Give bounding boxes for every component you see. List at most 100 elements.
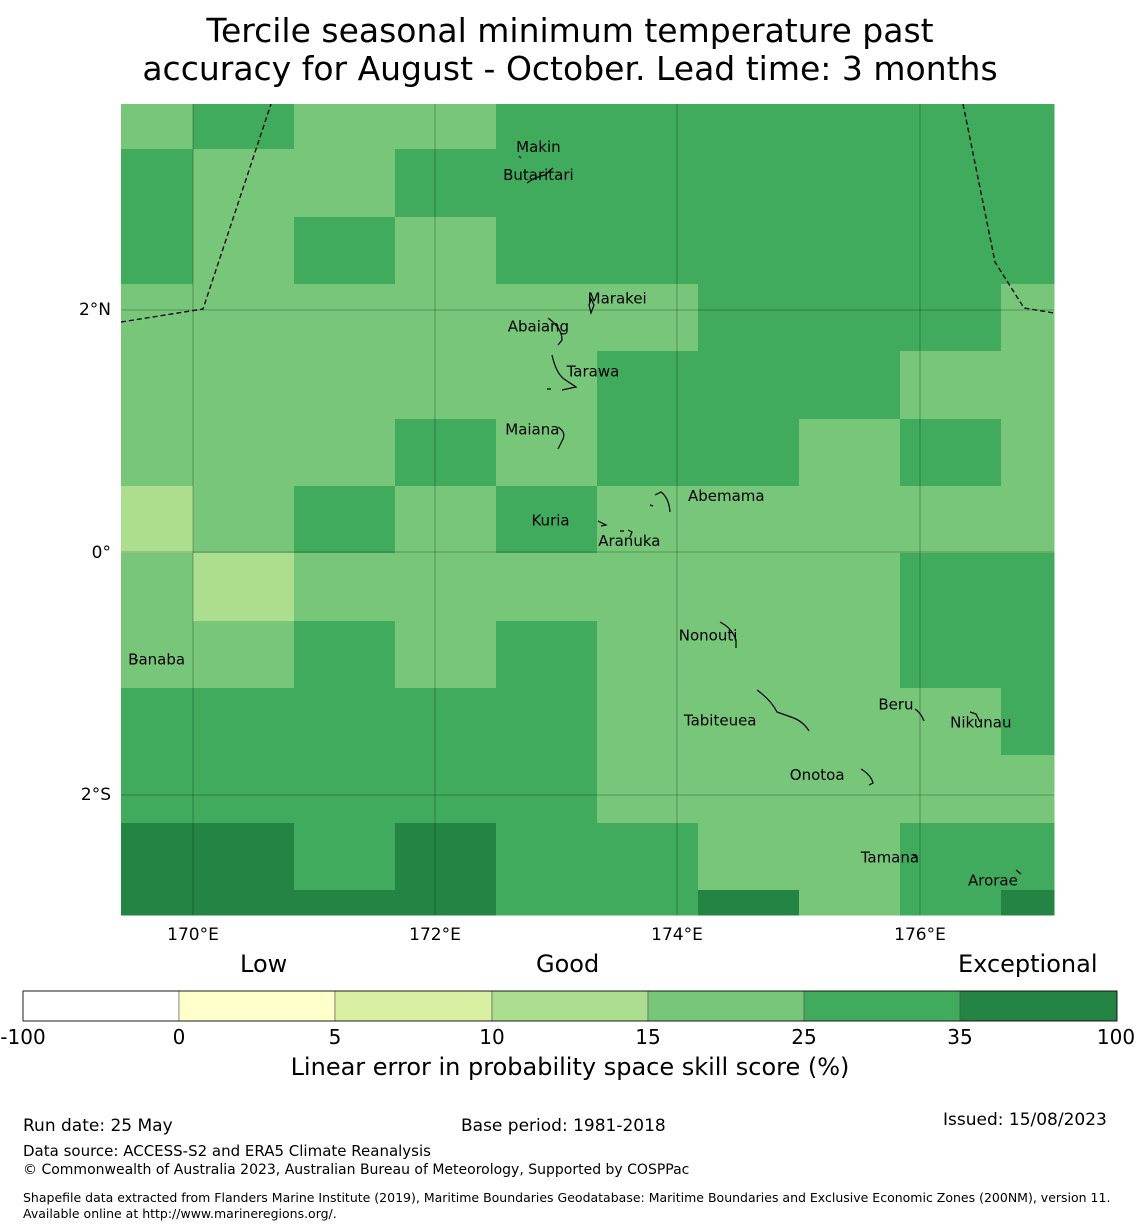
skill-cell: [597, 890, 699, 916]
skill-cell: [799, 890, 901, 916]
place-label: Butaritari: [503, 166, 574, 184]
skill-cell: [395, 284, 497, 352]
skill-cell: [698, 688, 800, 756]
skill-cell: [496, 755, 598, 824]
skill-cell: [1001, 553, 1055, 622]
place-label: Maiana: [505, 420, 559, 438]
colorbar-frame: [22, 990, 1118, 1022]
skill-cell: [698, 890, 800, 916]
skill-cell: [698, 217, 800, 285]
skill-cell: [193, 553, 295, 622]
colorbar-label-good: Good: [536, 950, 600, 978]
skill-cell: [121, 755, 194, 824]
skill-cell: [395, 553, 497, 622]
skill-cell: [799, 688, 901, 756]
island-beru: [914, 708, 925, 722]
skill-cell: [193, 149, 295, 218]
lon-tick-label: 176°E: [894, 925, 946, 945]
skill-cell: [193, 823, 295, 891]
map-title-line2: accuracy for August - October. Lead time…: [142, 49, 998, 88]
skill-cell: [395, 486, 497, 554]
skill-cell: [900, 621, 1002, 689]
island-abemama: [649, 491, 671, 513]
lon-tick-label: 170°E: [167, 925, 219, 945]
skill-cell: [698, 486, 800, 554]
island-nonouti: [719, 621, 737, 648]
skill-cell: [294, 217, 396, 285]
skill-cell: [121, 621, 194, 689]
skill-cell: [799, 553, 901, 622]
place-label: Makin: [516, 138, 561, 156]
colorbar-tick: 25: [791, 1025, 817, 1049]
skill-cell: [698, 284, 800, 352]
skill-cell: [900, 217, 1002, 285]
skill-cell: [698, 149, 800, 218]
data-source: Data source: ACCESS-S2 and ERA5 Climate …: [23, 1142, 431, 1160]
skill-cell: [395, 621, 497, 689]
skill-cell: [900, 553, 1002, 622]
skill-cell: [121, 890, 194, 916]
island-kuria: [597, 520, 633, 538]
lat-tick-label: 2°S: [81, 785, 111, 805]
skill-cell: [496, 486, 598, 554]
skill-cell: [799, 486, 901, 554]
island-butaritari: [526, 167, 554, 184]
skill-cell: [799, 755, 901, 824]
skill-cell: [395, 217, 497, 285]
place-label: Aranuka: [598, 532, 660, 550]
lon-tick-label: 172°E: [409, 925, 461, 945]
place-label: Beru: [878, 696, 913, 714]
skill-cell: [193, 284, 295, 352]
skill-cell: [597, 351, 699, 420]
skill-cell: [294, 688, 396, 756]
skill-cell: [597, 149, 699, 218]
skill-cell: [799, 104, 901, 150]
skill-cell: [496, 217, 598, 285]
skill-cell: [900, 755, 1002, 824]
skill-cell: [1001, 621, 1055, 689]
colorbar-swatch: [334, 990, 493, 1022]
skill-cell: [900, 890, 1002, 916]
skill-cell: [1001, 351, 1055, 420]
lon-tick-label: 174°E: [651, 925, 703, 945]
skill-cell: [193, 621, 295, 689]
skill-cell: [121, 217, 194, 285]
skill-cell: [900, 419, 1002, 487]
colorbar-tick: 100: [1096, 1025, 1136, 1049]
place-label: Nikunau: [950, 714, 1011, 732]
place-label: Arorae: [968, 871, 1018, 889]
skill-cell: [698, 419, 800, 487]
shapefile-credit: Shapefile data extracted from Flanders M…: [23, 1190, 1111, 1221]
lat-tick-label: 0°: [92, 543, 111, 563]
skill-cell: [496, 351, 598, 420]
skill-cell: [1001, 486, 1055, 554]
eez-boundary-east: [962, 103, 1055, 314]
skill-cell: [1001, 284, 1055, 352]
skill-cell: [698, 351, 800, 420]
skill-cell: [496, 284, 598, 352]
skill-cell: [294, 621, 396, 689]
colorbar-tick: 10: [479, 1025, 505, 1049]
colorbar-swatch: [178, 990, 336, 1022]
skill-cell: [597, 419, 699, 487]
place-label: Onotoa: [790, 766, 845, 784]
skill-cell: [193, 688, 295, 756]
place-label: Marakei: [588, 290, 647, 308]
island-nikunau: [969, 711, 981, 723]
skill-cell: [1001, 890, 1055, 916]
skill-cell: [799, 149, 901, 218]
colorbar-tick: 0: [172, 1025, 186, 1049]
skill-cell: [294, 419, 396, 487]
colorbar-swatch: [803, 990, 961, 1022]
skill-cell: [1001, 104, 1055, 150]
skill-cell: [900, 351, 1002, 420]
skill-cell: [496, 149, 598, 218]
issued-date: Issued: 15/08/2023: [943, 1110, 1107, 1130]
island-onotoa: [860, 768, 874, 786]
colorbar-tick: 35: [947, 1025, 973, 1049]
skill-cell: [193, 486, 295, 554]
skill-cell: [1001, 217, 1055, 285]
skill-cell: [900, 149, 1002, 218]
skill-cell: [121, 823, 194, 891]
run-date: Run date: 25 May: [23, 1116, 173, 1136]
